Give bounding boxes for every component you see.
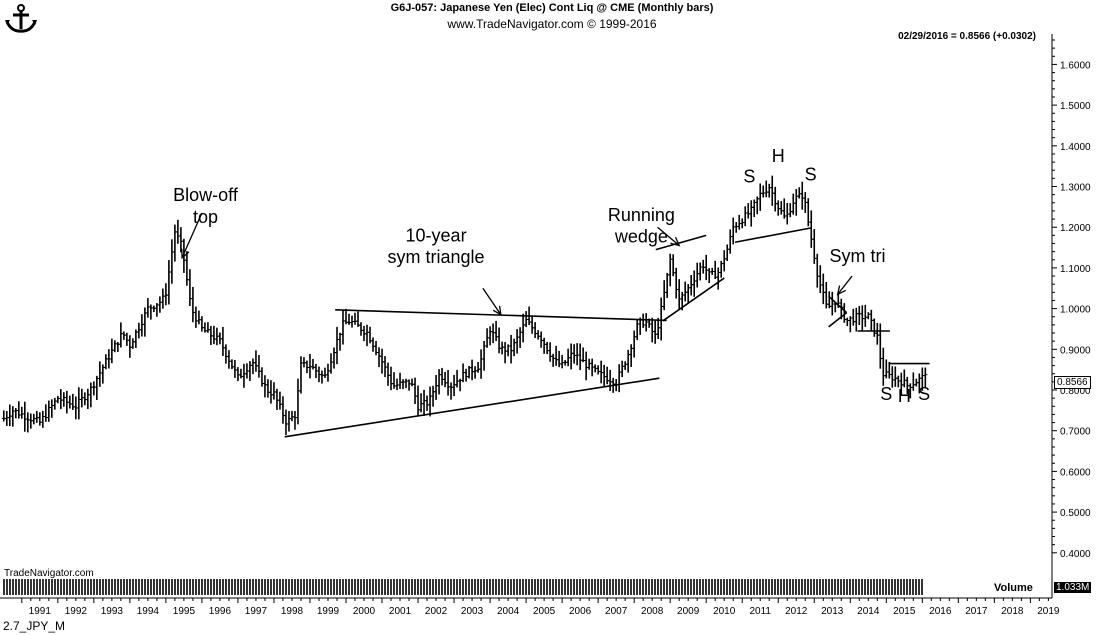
trendline-wedge-upper [655, 234, 707, 251]
y-tick-label: 1.6000 [1060, 60, 1091, 71]
x-tick-label: 1994 [137, 606, 160, 617]
x-tick-label: 1991 [29, 606, 52, 617]
trendline-wedge-lower [662, 277, 725, 322]
chart-title: G6J-057: Japanese Yen (Elec) Cont Liq @ … [390, 2, 714, 14]
x-tick-label: 1992 [65, 606, 88, 617]
arrow-line [482, 287, 502, 316]
y-tick-label: 0.6000 [1060, 467, 1091, 478]
trendline-hs-neckline [734, 227, 811, 244]
y-tick-label: 0.8000 [1060, 386, 1091, 397]
x-tick-label: 2003 [461, 606, 484, 617]
x-tick-label: 2006 [569, 606, 592, 617]
x-tick-label: 2005 [533, 606, 556, 617]
annotation-label: top [193, 207, 218, 227]
annotation-label: 10-year [406, 225, 467, 245]
annotation-label: Running [608, 205, 675, 225]
annotation-label: S [918, 384, 930, 404]
y-tick-label: 1.5000 [1060, 101, 1091, 112]
y-tick-label: 0.7000 [1060, 427, 1091, 438]
x-tick-label: 1993 [101, 606, 124, 617]
volume-label: Volume [994, 582, 1033, 594]
arrow-line [657, 226, 680, 247]
x-tick-label: 2013 [821, 606, 844, 617]
last-quote: 02/29/2016 = 0.8566 (+0.0302) [898, 31, 1036, 42]
y-axis: 0.4000 0.5000 0.6000 0.7000 0.8000 0.9000 1.00… [1051, 34, 1091, 598]
x-tick-label: 2017 [965, 606, 988, 617]
arrow-head [181, 248, 190, 260]
y-tick-label: 0.9000 [1060, 345, 1091, 356]
annotation-label: wedge [614, 227, 668, 247]
x-tick-label: 2010 [713, 606, 736, 617]
volume-value: 1.033M [1054, 582, 1092, 593]
arrow-head [670, 237, 681, 247]
x-tick-label: 2009 [677, 606, 700, 617]
last-price-label: 0.8566 [1054, 376, 1091, 389]
arrow-line [837, 275, 853, 295]
x-tick-label: 2011 [749, 606, 771, 617]
x-tick-label: 1995 [173, 606, 196, 617]
chart-subtitle: www.TradeNavigator.com © 1999-2016 [447, 17, 657, 31]
x-tick-label: 1998 [281, 606, 304, 617]
x-tick-label: 1997 [245, 606, 268, 617]
annotation-label: H [898, 386, 911, 406]
annotation-label: sym triangle [388, 247, 485, 267]
annotation-label: Blow-off [173, 185, 239, 205]
y-tick-label: 0.4000 [1060, 549, 1091, 560]
arrow-head [836, 285, 847, 296]
x-tick-label: 2001 [389, 606, 412, 617]
annotation-label: H [772, 146, 785, 166]
trendline-triangle-lower [284, 377, 660, 438]
annotation-label: S [805, 164, 817, 184]
annotation-arrows [181, 212, 853, 316]
annotation-label: S [743, 166, 755, 186]
y-tick-label: 1.1000 [1060, 264, 1091, 275]
x-tick-label: 1999 [317, 606, 340, 617]
x-tick-label: 2016 [929, 606, 952, 617]
x-tick-label: 2014 [857, 606, 880, 617]
source-label: TradeNavigator.com [4, 568, 94, 579]
anchor-icon [4, 4, 38, 39]
x-tick-label: 2004 [497, 606, 520, 617]
x-tick-label: 2008 [641, 606, 664, 617]
y-tick-label: 1.2000 [1060, 223, 1091, 234]
x-axis: 1991 1992 1993 1994 1995 1996 1997 1998 1999 2000… [0, 597, 1060, 617]
y-tick-label: 1.3000 [1060, 183, 1091, 194]
trendline-symtri-upper [828, 295, 848, 314]
x-tick-label: 2015 [893, 606, 916, 617]
x-tick-label: 1996 [209, 606, 232, 617]
arrow-line [181, 212, 203, 258]
x-tick-label: 2000 [353, 606, 376, 617]
chart-id-label: 2.7_JPY_M [3, 619, 66, 633]
x-tick-label: 2018 [1001, 606, 1024, 617]
x-tick-label: 2012 [785, 606, 808, 617]
arrow-head [492, 305, 502, 316]
y-tick-label: 1.0000 [1060, 305, 1091, 316]
annotation-label: S [880, 384, 892, 404]
y-tick-label: 1.4000 [1060, 142, 1091, 153]
annotation-label: Sym tri [829, 246, 885, 266]
x-tick-label: 2019 [1037, 606, 1060, 617]
y-tick-label: 0.5000 [1060, 508, 1091, 519]
x-tick-label: 2007 [605, 606, 628, 617]
trendline-symtri-lower [828, 312, 848, 328]
x-tick-label: 2002 [425, 606, 448, 617]
price-bars [1, 175, 928, 435]
volume-bars [3, 579, 923, 595]
